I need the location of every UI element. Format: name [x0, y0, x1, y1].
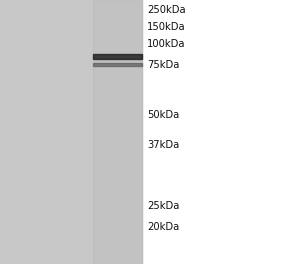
- Text: 150kDa: 150kDa: [147, 22, 186, 32]
- Text: 75kDa: 75kDa: [147, 60, 179, 70]
- Bar: [93, 63, 142, 66]
- Bar: [93, 0, 142, 264]
- Text: 250kDa: 250kDa: [147, 5, 186, 15]
- Text: 25kDa: 25kDa: [147, 201, 179, 211]
- Text: 50kDa: 50kDa: [147, 110, 179, 120]
- Text: 37kDa: 37kDa: [147, 140, 179, 150]
- Bar: [0, 0, 142, 264]
- Text: 20kDa: 20kDa: [147, 221, 179, 232]
- Text: 100kDa: 100kDa: [147, 39, 186, 49]
- Bar: [93, 54, 142, 59]
